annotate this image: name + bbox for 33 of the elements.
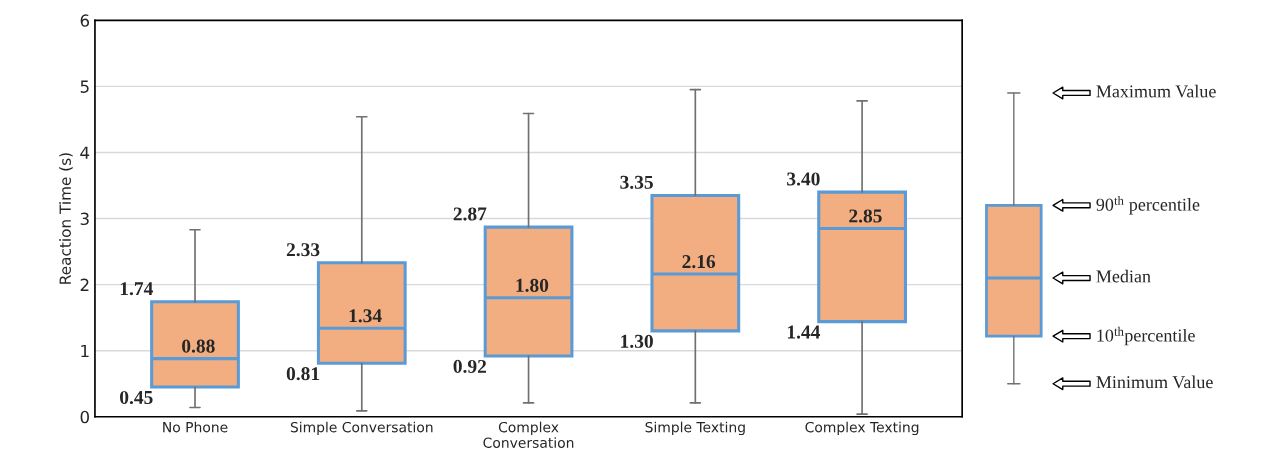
annotation: 1.80 — [516, 278, 549, 292]
x-tick-label: Complex Texting — [805, 421, 919, 436]
y-tick-label: 3 — [80, 212, 89, 226]
annotation: 1.34 — [349, 309, 382, 323]
text: 10$^{th}$percentile — [1097, 326, 1195, 346]
annotation: 2.87 — [453, 207, 487, 221]
y-tick-label: 0 — [80, 410, 89, 424]
y-tick-label: 1 — [81, 344, 89, 358]
annotation: 2.16 — [682, 255, 716, 269]
y-axis-title: Reaction Time (s) — [59, 153, 73, 284]
x-tick-label: No Phone — [163, 421, 228, 433]
annotation: 2.33 — [286, 243, 320, 257]
y-tick-label: 4 — [80, 146, 90, 159]
text: Maximum Value — [1096, 84, 1216, 98]
annotation: 3.40 — [787, 172, 820, 186]
annotation: 0.92 — [453, 359, 487, 374]
annotation: 1.30 — [621, 334, 653, 348]
text: 90$^{th}$ percentile — [1096, 196, 1200, 215]
annotation: 1.44 — [787, 325, 821, 339]
annotation: 2.85 — [849, 209, 882, 223]
annotation: 3.35 — [620, 175, 653, 189]
x-tick-label: Complex Conversation — [483, 421, 574, 448]
text: Minimum Value — [1096, 375, 1213, 389]
x-tick-label: Simple Conversation — [290, 421, 433, 436]
annotation: 0.88 — [182, 339, 215, 353]
y-tick-label: 2 — [80, 278, 89, 291]
y-tick-label: 5 — [80, 80, 89, 93]
y-tick-label: 6 — [80, 14, 90, 27]
x-tick-label: Simple Texting — [645, 421, 745, 436]
annotation: 1.74 — [120, 282, 153, 296]
text: Median — [1096, 269, 1151, 283]
annotation: 0.81 — [286, 367, 320, 381]
annotation: 0.45 — [120, 390, 153, 405]
